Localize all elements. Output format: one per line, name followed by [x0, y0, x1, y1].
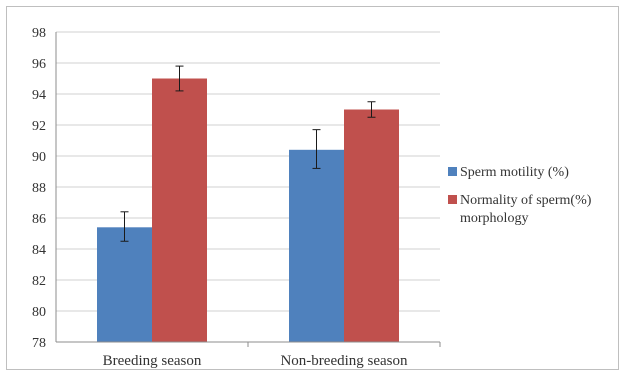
y-tick-label: 88	[32, 181, 46, 196]
y-tick-label: 90	[32, 150, 46, 165]
y-tick-label: 92	[32, 119, 46, 134]
legend-label-line2: morphology	[460, 211, 528, 226]
y-tick-label: 96	[32, 57, 46, 72]
legend-label: Sperm motility (%)	[460, 165, 569, 180]
bar	[97, 227, 152, 342]
y-tick-label: 86	[32, 212, 46, 227]
legend-swatch	[448, 195, 457, 204]
bar	[289, 149, 344, 342]
y-tick-label: 94	[32, 88, 46, 103]
bar	[152, 78, 207, 342]
y-tick-label: 78	[32, 336, 46, 351]
error-bars	[120, 65, 376, 242]
y-tick-label: 84	[32, 243, 46, 258]
legend: Sperm motility (%) Normality of sperm(%) m…	[448, 165, 592, 226]
legend-swatch	[448, 167, 457, 176]
y-tick-label: 82	[32, 274, 46, 289]
y-axis-ticks: 78 80 82 84 86 88 90 92 94 96 98	[32, 26, 46, 351]
bar	[344, 109, 399, 342]
x-axis-categories: Breeding season Non-breeding season	[103, 353, 408, 369]
x-category-label: Breeding season	[103, 353, 202, 369]
legend-label: Normality of sperm(%)	[460, 193, 592, 208]
y-tick-label: 80	[32, 305, 46, 320]
bars	[97, 78, 399, 342]
axes	[55, 32, 441, 347]
y-tick-label: 98	[32, 26, 46, 41]
x-category-label: Non-breeding season	[280, 353, 408, 369]
